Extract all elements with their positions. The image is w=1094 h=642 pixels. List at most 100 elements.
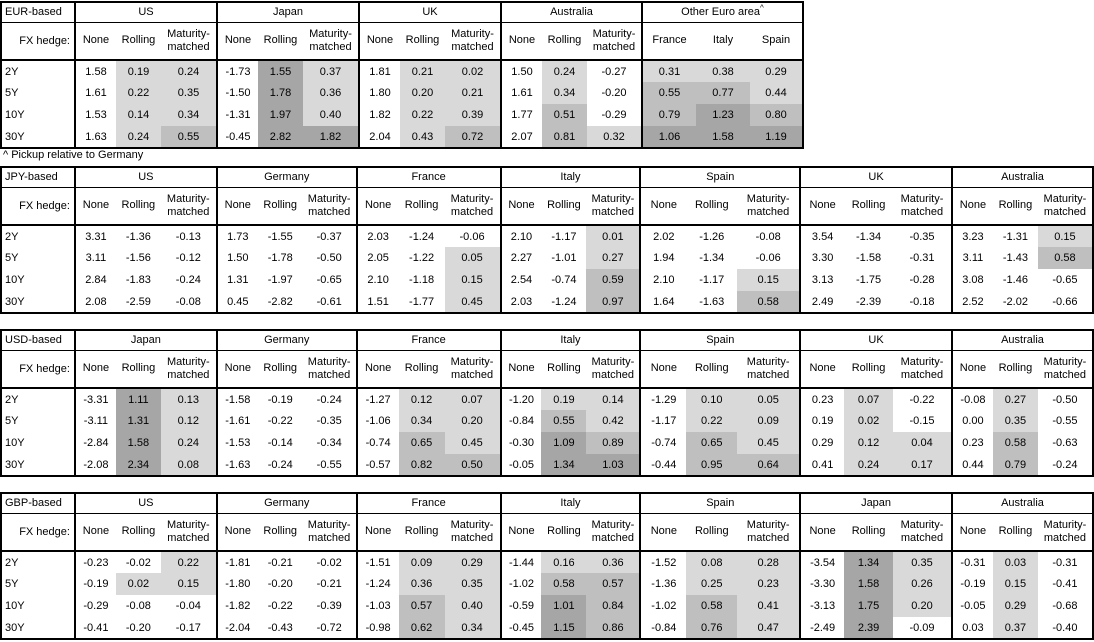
value-cell: -0.15: [909, 415, 935, 427]
value-cell: -0.17: [175, 621, 201, 634]
hedge-type-header: Rolling: [844, 513, 894, 552]
value-cell: 0.35: [161, 82, 217, 104]
table-row: 30Y 2.08 -2.59 -0.08 0.45 -2.82 -0.61 1.51 -1.77…: [1, 291, 1093, 313]
value-cell: -0.57: [355, 454, 399, 476]
base-currency-label: JPY-based: [1, 167, 76, 188]
value-cell: 0.12: [398, 388, 445, 410]
country-group-header: US: [73, 167, 217, 188]
value-cell: 1.94: [639, 247, 687, 269]
value-cell: 0.07: [844, 388, 894, 410]
value-cell: -0.06: [755, 252, 781, 264]
value-cell: 1.78: [258, 82, 303, 104]
hedge-type-header: Maturity-matched: [1037, 513, 1093, 552]
hedge-type-header: Maturity-matched: [302, 513, 357, 552]
value-cell: 3.30: [799, 247, 845, 269]
value-cell: -1.46: [1002, 274, 1028, 286]
value-cell: 0.44: [950, 454, 993, 476]
value-cell: -3.13: [799, 595, 845, 617]
country-group-header: France: [355, 167, 501, 188]
value-cell: -1.63: [215, 454, 258, 476]
value-cell: -0.72: [316, 621, 342, 634]
value-cell: -0.02: [316, 556, 342, 569]
value-cell: 0.09: [398, 551, 445, 573]
value-cell: -1.17: [699, 274, 725, 286]
value-cell: 0.00: [950, 410, 993, 432]
hedge-type-header: Maturity-matched: [303, 22, 359, 61]
value-cell: -1.44: [499, 551, 542, 573]
country-group-header: Japan: [799, 493, 952, 514]
value-cell: -0.50: [1052, 393, 1078, 406]
hedge-type-header: Rolling: [116, 22, 161, 61]
country-group-header: Germany: [215, 330, 357, 351]
value-cell: 0.55: [161, 126, 217, 148]
tenor-row-label: 5Y: [1, 247, 76, 269]
value-cell: 0.79: [992, 454, 1038, 476]
value-cell: 1.15: [541, 617, 587, 639]
hedge-type-header: None: [73, 187, 116, 226]
value-cell: -1.56: [125, 252, 151, 264]
value-cell: 0.35: [893, 551, 952, 573]
value-cell: 1.03: [586, 454, 641, 476]
hedge-type-header: None: [215, 513, 258, 552]
value-cell: 1.55: [258, 60, 303, 82]
hedge-type-header: Rolling: [686, 513, 738, 552]
hedge-type-header: None: [215, 187, 258, 226]
value-cell: 0.29: [799, 432, 845, 454]
value-cell: 3.08: [950, 269, 993, 291]
value-cell: -2.84: [73, 432, 116, 454]
value-cell: 2.08: [73, 291, 116, 313]
table-row: 10Y 2.84 -1.83 -0.24 1.31 -1.97 -0.65 2.10 -1.18…: [1, 269, 1093, 291]
value-cell: 1.34: [844, 551, 894, 573]
country-group-header: US: [74, 2, 217, 23]
country-group-header: Australia: [950, 330, 1093, 351]
hedge-type-header: Maturity-matched: [737, 513, 801, 552]
value-cell: -0.37: [316, 230, 342, 243]
value-cell: -0.24: [175, 274, 201, 286]
value-cell: -1.83: [125, 274, 151, 286]
hedge-type-header: Rolling: [257, 513, 303, 552]
value-cell: 2.10: [639, 269, 687, 291]
tenor-row-label: 30Y: [1, 126, 76, 148]
value-cell: 2.49: [799, 291, 845, 313]
value-cell: 0.29: [444, 551, 501, 573]
hedge-type-header: Maturity-matched: [586, 350, 641, 389]
value-cell: -0.05: [499, 454, 542, 476]
hedge-type-header: None: [358, 22, 400, 61]
country-column-header: France: [641, 22, 696, 61]
hedge-type-header: None: [950, 513, 993, 552]
value-cell: -2.49: [799, 617, 845, 639]
value-cell: -2.02: [1002, 295, 1028, 308]
value-cell: 3.23: [950, 225, 993, 247]
value-cell: -1.80: [215, 573, 258, 595]
value-cell: 0.34: [161, 104, 217, 126]
value-cell: -0.55: [316, 458, 342, 471]
hedge-type-header: None: [639, 350, 687, 389]
value-cell: -1.82: [215, 595, 258, 617]
value-cell: -0.63: [1052, 437, 1078, 449]
country-group-header: Spain: [639, 167, 801, 188]
hedge-type-header: None: [639, 187, 687, 226]
value-cell: 1.61: [74, 82, 116, 104]
value-cell: 2.03: [355, 225, 399, 247]
hedge-type-header: Rolling: [992, 513, 1038, 552]
hedge-type-header: Rolling: [844, 187, 894, 226]
value-cell: -0.45: [499, 617, 542, 639]
value-cell: 0.77: [696, 82, 750, 104]
value-cell: -0.35: [316, 415, 342, 427]
value-cell: 3.11: [950, 247, 993, 269]
value-cell: -0.19: [267, 393, 293, 406]
hedge-type-header: Maturity-matched: [444, 350, 501, 389]
hedge-type-header: None: [950, 187, 993, 226]
table-row: 5Y -3.11 1.31 0.12 -1.61 -0.22 -0.35 -1.06 0.34 0…: [1, 410, 1093, 432]
value-cell: 0.32: [587, 126, 642, 148]
value-cell: 1.58: [844, 573, 894, 595]
value-cell: -0.41: [73, 617, 116, 639]
value-cell: 1.73: [215, 225, 258, 247]
tenor-row-label: 30Y: [1, 454, 76, 476]
tenor-row-label: 5Y: [1, 410, 76, 432]
table-row: 10Y -2.84 1.58 0.24 -1.53 -0.14 -0.34 -0.74 0.65…: [1, 432, 1093, 454]
table-row: 30Y 1.63 0.24 0.55 -0.45 2.82 1.82 2.04 0.43 0.72…: [1, 126, 803, 148]
fx-hedge-row-label: FX hedge:: [1, 350, 76, 389]
value-cell: -0.06: [459, 230, 485, 243]
